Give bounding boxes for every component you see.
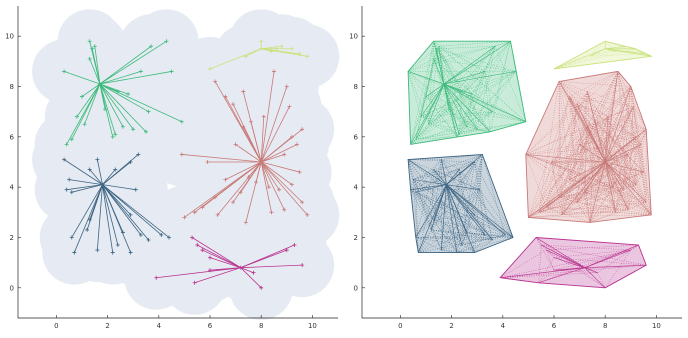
cluster-3-hull xyxy=(526,71,652,222)
y-tick-label: 0 xyxy=(354,284,358,292)
x-tick-label: 0 xyxy=(398,322,402,330)
x-tick-label: 4 xyxy=(157,322,162,330)
y-tick-label: 10 xyxy=(5,33,14,41)
cluster-1-hull xyxy=(408,41,526,144)
y-tick-label: 6 xyxy=(10,133,15,141)
y-tick-label: 8 xyxy=(354,83,358,91)
cluster-2-hull xyxy=(408,154,513,252)
x-tick-label: 2 xyxy=(449,322,453,330)
left-chart-panel: 0 2 4 6 8 10 0 2 4 6 8 10 xyxy=(0,0,344,338)
x-tick-label: 6 xyxy=(208,322,213,330)
x-tick-label: 8 xyxy=(259,322,263,330)
cluster-4-hull xyxy=(554,41,651,69)
y-tick-label: 4 xyxy=(354,184,359,192)
coverage-region xyxy=(32,9,339,320)
y-tick-label: 8 xyxy=(10,83,14,91)
y-tick-label: 2 xyxy=(354,234,358,242)
y-tick-label: 2 xyxy=(10,234,14,242)
x-tick-label: 0 xyxy=(54,322,58,330)
x-tick-label: 2 xyxy=(105,322,109,330)
y-tick-label: 10 xyxy=(349,33,358,41)
x-tick-label: 4 xyxy=(501,322,506,330)
cluster-5-hull xyxy=(500,237,646,287)
y-tick-label: 6 xyxy=(354,133,359,141)
x-tick-label: 10 xyxy=(308,322,317,330)
y-tick-label: 0 xyxy=(10,284,14,292)
y-tick-label: 4 xyxy=(10,184,15,192)
x-tick-label: 8 xyxy=(603,322,607,330)
right-hull-chart-panel: 0 2 4 6 8 10 0 2 4 6 8 10 xyxy=(344,0,688,338)
x-tick-label: 6 xyxy=(552,322,557,330)
x-tick-label: 10 xyxy=(652,322,661,330)
right-hull-chart: 0 2 4 6 8 10 0 2 4 6 8 10 xyxy=(344,0,688,338)
left-tree-chart: 0 2 4 6 8 10 0 2 4 6 8 10 xyxy=(0,0,344,338)
